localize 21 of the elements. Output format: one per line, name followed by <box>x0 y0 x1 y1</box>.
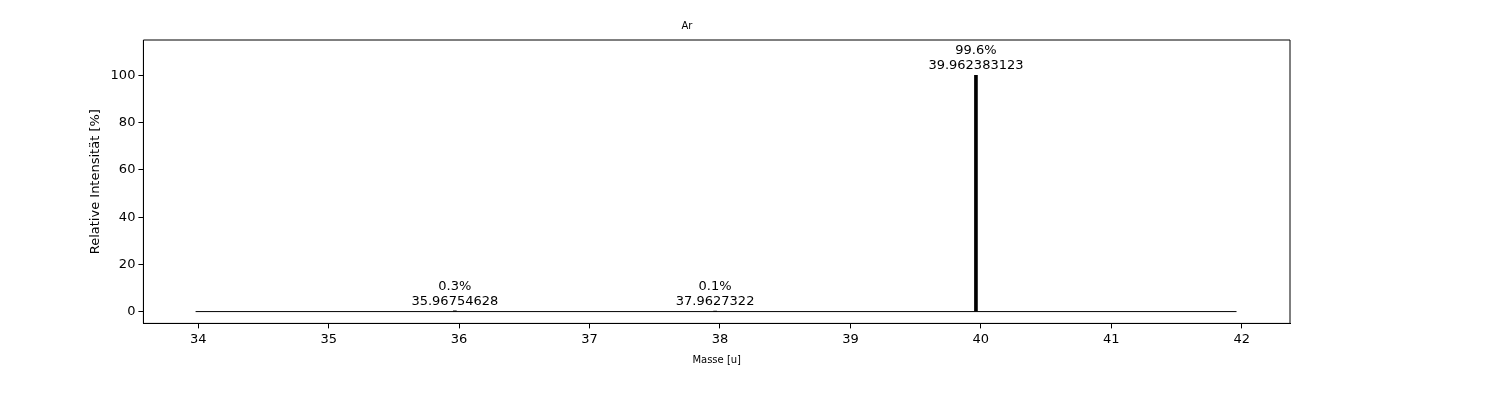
y-tick-label: 60 <box>118 161 136 177</box>
annotation: 99.6% 39.962383123 <box>928 42 1024 73</box>
x-tick-label: 40 <box>972 330 990 346</box>
x-tick-label: 37 <box>581 330 598 346</box>
x-tick-label: 35 <box>320 330 337 346</box>
y-axis-title: Relative Intensität [%] <box>87 109 103 255</box>
x-tick-label: 41 <box>1103 330 1120 346</box>
y-tick-label: 20 <box>118 255 136 271</box>
y-tick-label: 100 <box>110 66 136 82</box>
x-tick-label: 34 <box>189 330 207 346</box>
y-tick-label: 80 <box>118 114 136 130</box>
x-axis-title: Masse [u] <box>692 353 742 365</box>
x-tick-label: 42 <box>1233 330 1251 346</box>
x-tick-label: 36 <box>450 330 468 346</box>
x-tick-label: 38 <box>711 330 729 346</box>
chart-title: Ar <box>681 19 694 31</box>
y-tick-label: 40 <box>118 208 136 224</box>
y-tick-label: 0 <box>127 302 136 318</box>
annotation: 0.3% 35.96754628 <box>411 277 499 308</box>
annotation: 0.1% 37.9627322 <box>675 278 755 309</box>
x-tick-label: 39 <box>842 330 859 346</box>
